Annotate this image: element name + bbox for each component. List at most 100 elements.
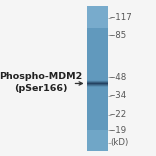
Bar	[87, 147, 108, 148]
Bar	[87, 81, 108, 82]
Bar	[87, 25, 108, 26]
Bar	[87, 45, 108, 46]
Bar	[87, 58, 108, 59]
Bar	[87, 95, 108, 96]
Bar	[87, 119, 108, 120]
Bar	[87, 94, 108, 95]
Bar	[87, 122, 108, 123]
Bar	[87, 126, 108, 127]
Bar	[87, 89, 108, 90]
Bar	[87, 10, 108, 11]
Bar	[87, 45, 108, 46]
Bar	[87, 95, 108, 96]
Bar	[87, 38, 108, 39]
Bar	[87, 96, 108, 97]
Bar	[87, 11, 108, 12]
Bar	[87, 106, 108, 107]
Bar	[87, 16, 108, 17]
Bar	[87, 48, 108, 49]
Bar	[87, 123, 108, 124]
Bar	[87, 77, 108, 78]
Bar	[87, 21, 108, 22]
Bar	[87, 80, 108, 81]
Bar	[87, 84, 108, 85]
Bar	[87, 130, 108, 131]
Bar	[87, 139, 108, 140]
Bar	[87, 125, 108, 126]
Bar	[87, 75, 108, 76]
Bar	[87, 106, 108, 107]
Bar	[87, 40, 108, 41]
Bar	[87, 66, 108, 67]
Bar	[87, 20, 108, 21]
Bar	[87, 23, 108, 24]
Bar	[87, 42, 108, 43]
Bar	[87, 54, 108, 55]
Bar	[87, 40, 108, 41]
Bar	[87, 102, 108, 103]
Bar	[87, 135, 108, 136]
Bar	[87, 92, 108, 93]
Bar	[87, 78, 108, 79]
Bar	[87, 31, 108, 32]
Bar	[87, 137, 108, 138]
Bar	[87, 107, 108, 108]
Bar	[87, 37, 108, 38]
Bar	[87, 148, 108, 149]
Bar	[87, 86, 108, 87]
Bar	[87, 124, 108, 125]
Bar	[87, 117, 108, 118]
Bar	[87, 112, 108, 113]
Bar	[87, 39, 108, 40]
Bar	[87, 62, 108, 63]
Bar	[87, 79, 108, 80]
Bar	[87, 89, 108, 90]
Bar	[87, 132, 108, 133]
Bar	[87, 129, 108, 130]
Bar	[87, 28, 108, 29]
Text: --19: --19	[110, 126, 127, 135]
Bar	[87, 68, 108, 69]
Bar	[87, 34, 108, 35]
Bar	[87, 118, 108, 119]
Bar	[87, 141, 108, 142]
Bar	[87, 111, 108, 112]
Bar	[87, 69, 108, 70]
Bar	[87, 8, 108, 9]
Bar	[87, 120, 108, 121]
Text: --22: --22	[110, 110, 127, 119]
Bar	[87, 34, 108, 35]
Bar	[87, 133, 108, 134]
Bar	[87, 50, 108, 51]
Bar	[87, 71, 108, 72]
Bar	[87, 131, 108, 132]
Bar	[87, 88, 108, 89]
Bar	[87, 37, 108, 38]
Bar	[87, 83, 108, 84]
Bar	[87, 82, 108, 83]
Bar	[87, 103, 108, 104]
Text: --34: --34	[110, 91, 127, 100]
Bar	[87, 44, 108, 45]
Bar	[87, 29, 108, 30]
Bar	[87, 143, 108, 144]
Bar	[87, 149, 108, 150]
Bar	[87, 128, 108, 129]
Text: --48: --48	[110, 73, 127, 82]
Bar	[87, 150, 108, 151]
Bar	[87, 53, 108, 54]
Bar	[87, 43, 108, 44]
Bar	[87, 29, 108, 30]
Bar	[87, 145, 108, 146]
Bar	[87, 18, 108, 19]
Bar	[87, 86, 108, 87]
Bar	[87, 84, 108, 85]
Bar	[87, 83, 108, 84]
Bar	[87, 113, 108, 114]
Bar	[87, 127, 108, 128]
Bar	[87, 124, 108, 125]
Bar	[87, 86, 108, 87]
Bar	[87, 55, 108, 56]
Bar	[87, 81, 108, 82]
Bar	[87, 85, 108, 86]
